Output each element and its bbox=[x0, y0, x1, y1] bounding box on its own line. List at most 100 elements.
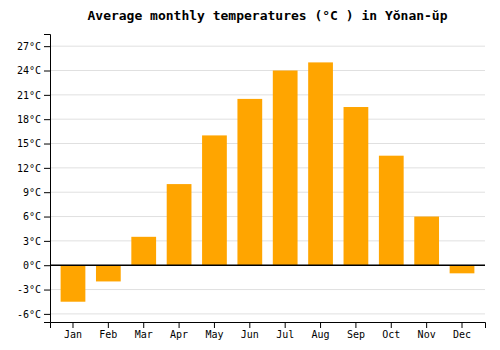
x-tick-mark bbox=[108, 322, 109, 328]
x-tick: May bbox=[205, 322, 223, 340]
grid-line bbox=[50, 265, 485, 266]
y-tick: 0°C bbox=[23, 260, 50, 271]
bar bbox=[450, 265, 475, 273]
y-tick-mark bbox=[44, 95, 50, 96]
x-tick-label: Jul bbox=[276, 329, 294, 340]
x-tick: Feb bbox=[99, 322, 117, 340]
y-tick: 6°C bbox=[23, 211, 50, 222]
bar bbox=[379, 156, 404, 266]
y-tick-label: 6°C bbox=[23, 211, 41, 222]
x-tick-mark bbox=[320, 322, 321, 328]
bar bbox=[202, 135, 227, 265]
y-tick-mark bbox=[44, 144, 50, 145]
x-tick-mark bbox=[143, 322, 144, 328]
y-tick-label: 0°C bbox=[23, 260, 41, 271]
y-tick-mark bbox=[44, 46, 50, 47]
y-tick-mark bbox=[44, 290, 50, 291]
x-tick-mark bbox=[462, 322, 463, 328]
bars bbox=[50, 62, 485, 301]
grid bbox=[50, 46, 485, 314]
y-tick-mark bbox=[44, 192, 50, 193]
x-tick-mark bbox=[285, 322, 286, 328]
bar bbox=[273, 71, 298, 266]
plot: -6°C -3°C 0°C 3°C 6°C 9°C 12°C 15°C 18°C 21°C 24°C… bbox=[17, 35, 486, 341]
x-tick: Jan bbox=[64, 322, 82, 340]
title: Average monthly temperatures (°C ) in Yŏ… bbox=[87, 8, 447, 23]
x-tick-mark bbox=[72, 322, 73, 328]
bar bbox=[237, 99, 262, 265]
x-tick: Aug bbox=[312, 322, 330, 340]
x-tick: Oct bbox=[382, 322, 400, 340]
x-axis: Jan Feb Mar Apr May Jun Jul Aug Sep Oct Nov Dec bbox=[51, 322, 486, 340]
grid-line bbox=[50, 313, 485, 314]
x-tick: Mar bbox=[135, 322, 153, 340]
y-tick-mark bbox=[44, 265, 50, 266]
y-tick: 24°C bbox=[17, 65, 50, 76]
x-tick: Apr bbox=[170, 322, 188, 340]
baseline bbox=[50, 264, 485, 266]
y-tick: 15°C bbox=[17, 138, 50, 149]
y-tick: 3°C bbox=[23, 236, 50, 247]
grid-line bbox=[50, 192, 485, 193]
x-tick: Jun bbox=[241, 322, 259, 340]
y-tick-label: -3°C bbox=[17, 284, 41, 295]
x-tick: Jul bbox=[276, 322, 294, 340]
x-tick: Dec bbox=[453, 322, 471, 340]
grid-line bbox=[50, 70, 485, 71]
x-tick-label: May bbox=[205, 329, 223, 340]
y-tick-label: 12°C bbox=[17, 163, 41, 174]
y-tick: -3°C bbox=[17, 284, 50, 295]
x-tick-mark bbox=[355, 322, 356, 328]
y-tick-label: 15°C bbox=[17, 138, 41, 149]
x-tick-mark bbox=[179, 322, 180, 328]
y-tick-label: 9°C bbox=[23, 187, 41, 198]
grid-line bbox=[50, 167, 485, 168]
x-tick-mark bbox=[249, 322, 250, 328]
y-tick-mark bbox=[44, 241, 50, 242]
y-tick: 9°C bbox=[23, 187, 50, 198]
bar bbox=[167, 184, 192, 265]
bar bbox=[414, 217, 439, 266]
x-tick-label: Oct bbox=[382, 329, 400, 340]
x-tick-label: Mar bbox=[135, 329, 153, 340]
y-axis: -6°C -3°C 0°C 3°C 6°C 9°C 12°C 15°C 18°C 21°C 24°C… bbox=[17, 35, 51, 323]
y-tick-label: -6°C bbox=[17, 309, 41, 320]
x-tick: Sep bbox=[347, 322, 365, 340]
y-tick-mark bbox=[44, 314, 50, 315]
y-tick-label: 18°C bbox=[17, 114, 41, 125]
y-tick: 12°C bbox=[17, 163, 50, 174]
x-tick-label: Apr bbox=[170, 329, 188, 340]
y-tick: 18°C bbox=[17, 114, 50, 125]
bar bbox=[308, 62, 333, 265]
x-tick-label: Aug bbox=[312, 329, 330, 340]
bar bbox=[131, 237, 156, 265]
x-tick-mark bbox=[214, 322, 215, 328]
y-tick: -6°C bbox=[17, 309, 50, 320]
y-tick-label: 21°C bbox=[17, 90, 41, 101]
x-tick: Nov bbox=[418, 322, 436, 340]
x-tick-label: Sep bbox=[347, 329, 365, 340]
x-tick-mark bbox=[391, 322, 392, 328]
x-tick-label: Jun bbox=[241, 329, 259, 340]
grid-line bbox=[50, 143, 485, 144]
bar bbox=[61, 265, 86, 302]
x-tick-label: Feb bbox=[99, 329, 117, 340]
bar bbox=[344, 107, 369, 265]
x-axis-line bbox=[51, 323, 486, 329]
bar bbox=[96, 265, 121, 281]
x-tick-label: Jan bbox=[64, 329, 82, 340]
grid-line bbox=[50, 46, 485, 47]
x-tick-label: Dec bbox=[453, 329, 471, 340]
y-tick: 21°C bbox=[17, 90, 50, 101]
y-tick-mark bbox=[44, 71, 50, 72]
y-tick-label: 27°C bbox=[17, 41, 41, 52]
grid-line bbox=[50, 289, 485, 290]
y-tick-mark bbox=[44, 217, 50, 218]
grid-line bbox=[50, 94, 485, 95]
y-tick-mark bbox=[44, 168, 50, 169]
x-tick-mark bbox=[426, 322, 427, 328]
y-tick-label: 24°C bbox=[17, 65, 41, 76]
chart: -6°C -3°C 0°C 3°C 6°C 9°C 12°C 15°C 18°C 21°C 24°C… bbox=[0, 0, 500, 350]
y-tick: 27°C bbox=[17, 41, 50, 52]
y-tick-label: 3°C bbox=[23, 236, 41, 247]
